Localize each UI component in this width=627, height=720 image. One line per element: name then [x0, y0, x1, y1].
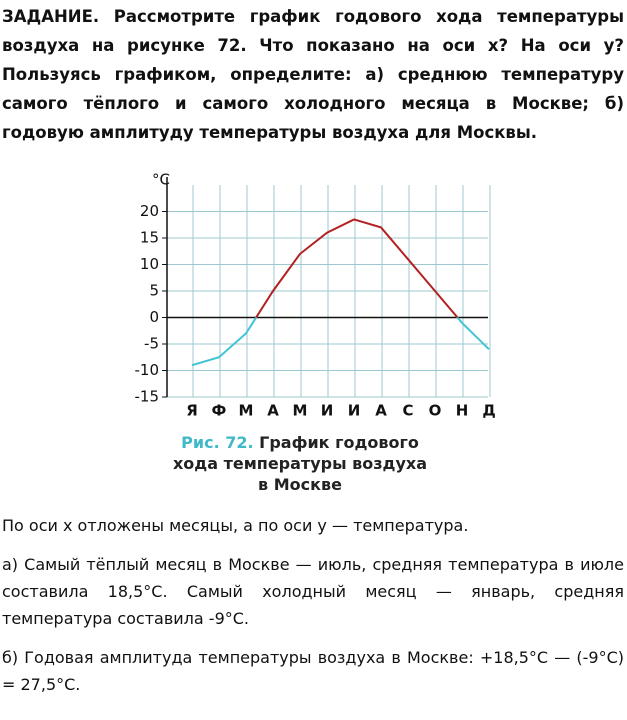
answers: По оси x отложены месяцы, а по оси y — т…: [2, 512, 624, 710]
answer: б) Годовая амплитуда температуры воздуха…: [2, 648, 624, 694]
y-tick-label: 10: [140, 255, 159, 273]
y-tick-label: -15: [135, 388, 160, 406]
answer: По оси x отложены месяцы, а по оси y — т…: [2, 516, 469, 535]
answer: а) Самый тёплый месяц в Москве — июль, с…: [2, 555, 624, 628]
y-axis-label: °C: [152, 171, 170, 189]
figure-caption: Рис. 72. График годового хода температур…: [170, 432, 430, 495]
y-tick-label: -5: [144, 335, 159, 353]
caption-text: График годового хода температуры воздуха…: [172, 433, 428, 494]
task-text: Рассмотрите график годового хода темпера…: [2, 7, 624, 142]
x-tick-label: С: [402, 402, 413, 420]
x-tick-label: М: [293, 402, 308, 420]
x-tick-label: Д: [482, 402, 495, 420]
x-tick-label: Н: [456, 402, 469, 420]
x-tick-label: А: [267, 402, 279, 420]
x-tick-label: Ф: [212, 402, 227, 420]
x-tick-label: А: [375, 402, 387, 420]
x-tick-label: И: [321, 402, 334, 420]
y-tick-label: -10: [135, 361, 160, 379]
temperature-line-negative: [191, 317, 490, 367]
y-tick-label: 5: [149, 282, 159, 300]
y-tick-label: 0: [149, 308, 159, 326]
x-tick-label: И: [348, 402, 361, 420]
temperature-line-positive: [254, 218, 459, 318]
task: ЗАДАНИЕ. Рассмотрите график годового ход…: [2, 2, 624, 147]
x-tick-label: М: [239, 402, 254, 420]
x-tick-label: Я: [186, 402, 198, 420]
y-tick-label: 20: [140, 202, 159, 220]
caption-number: Рис. 72.: [181, 433, 254, 452]
x-tick-label: О: [429, 402, 442, 420]
y-tick-label: 15: [140, 229, 159, 247]
task-label: ЗАДАНИЕ.: [2, 7, 100, 26]
